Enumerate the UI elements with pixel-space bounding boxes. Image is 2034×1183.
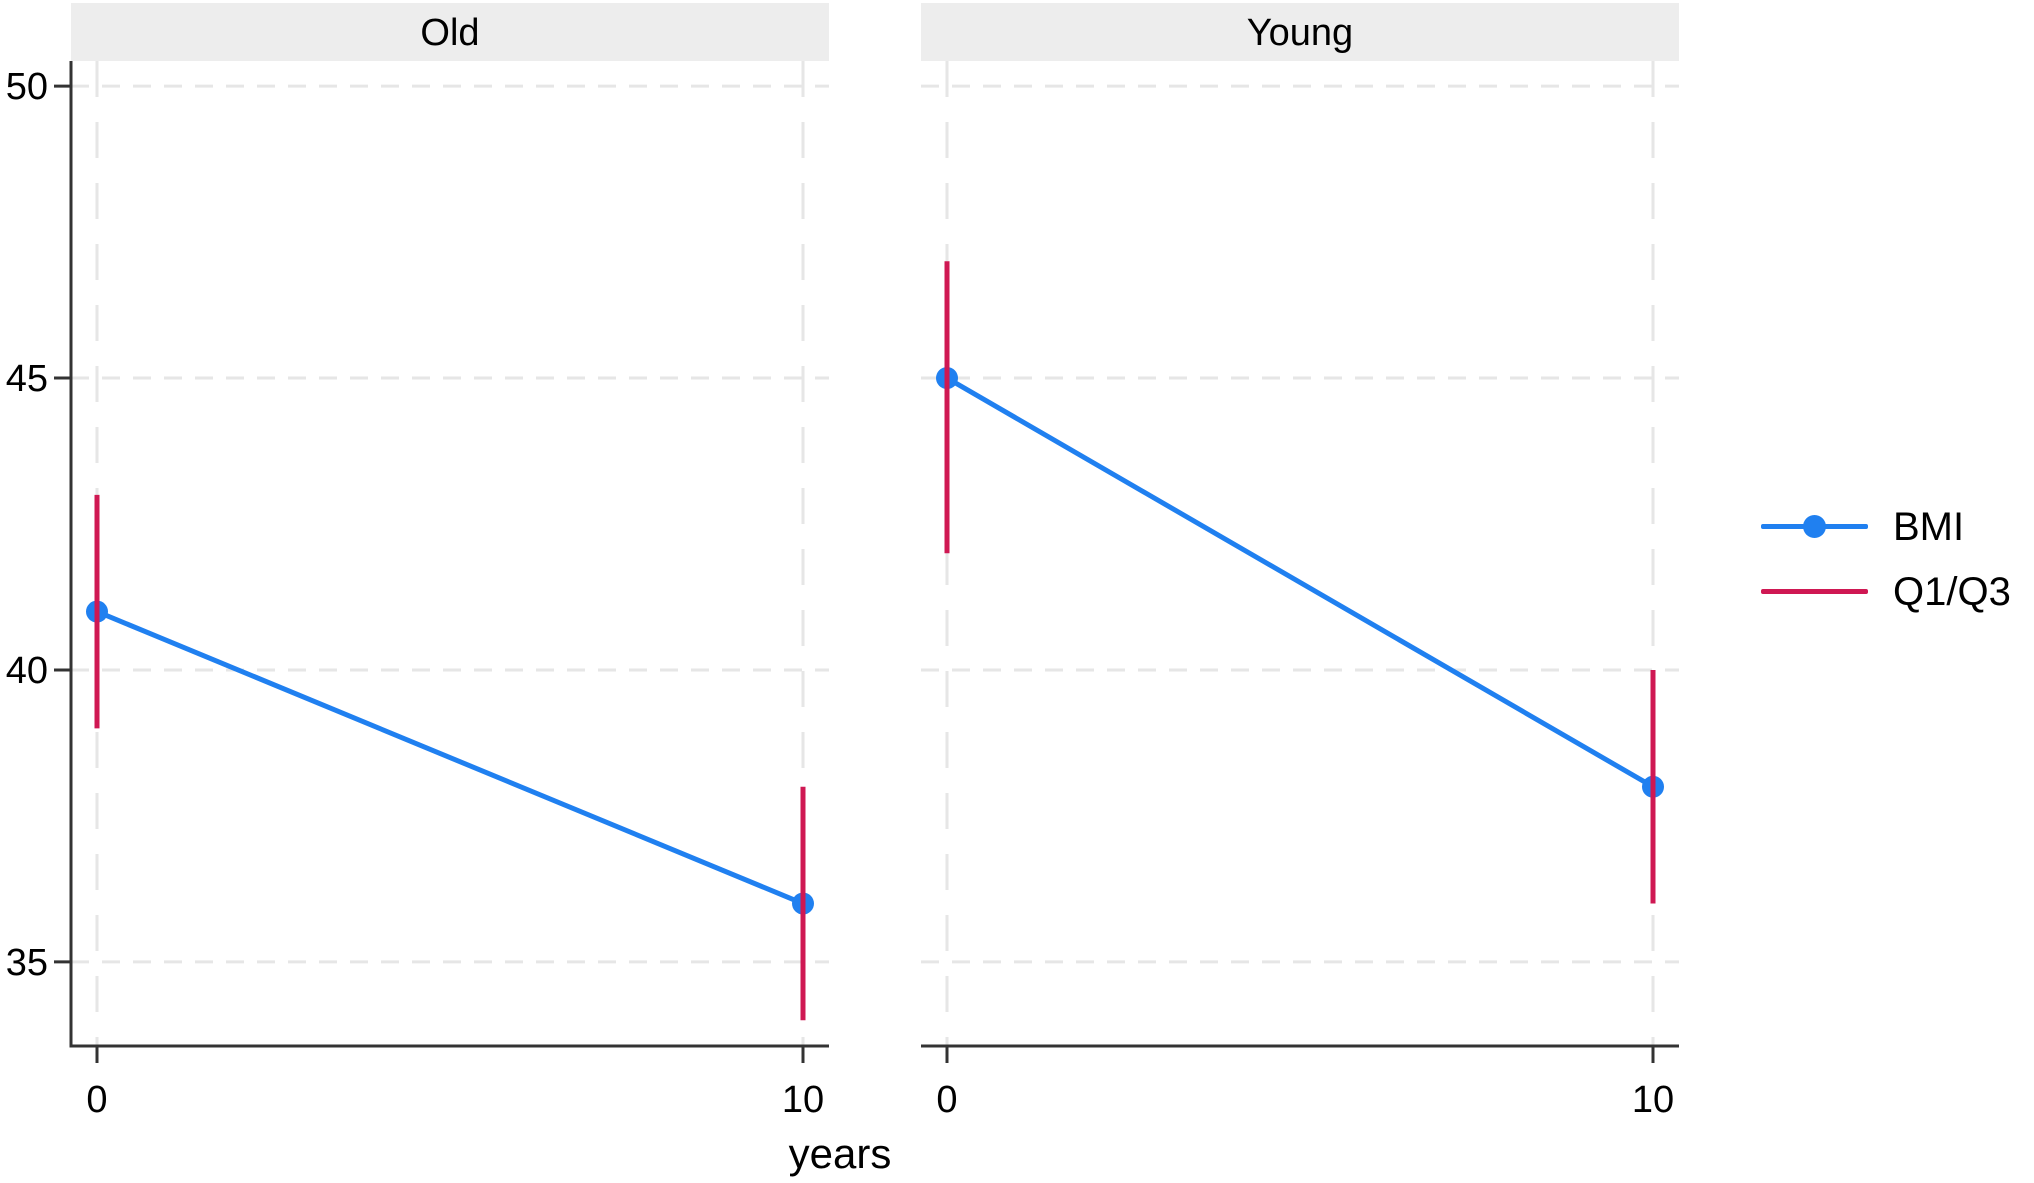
facet-strip-young [921, 3, 1679, 61]
facet-title-young: Young [1247, 12, 1353, 54]
x-tick-label: 10 [782, 1079, 824, 1121]
y-tick-label: 50 [6, 66, 48, 108]
y-tick-label: 40 [6, 650, 48, 692]
x-tick-label: 10 [1632, 1079, 1674, 1121]
legend-label-q1q3: Q1/Q3 [1893, 569, 2011, 614]
bmi-line [945, 375, 1655, 789]
legend-item-bmi: BMI [1761, 494, 2011, 559]
legend-label-bmi: BMI [1893, 504, 1965, 549]
facet-strip-old [71, 3, 829, 61]
x-axis-title: years [789, 1130, 892, 1177]
facet-title-old: Old [420, 12, 479, 54]
y-tick-label: 35 [6, 942, 48, 984]
legend-item-q1q3: Q1/Q3 [1761, 559, 2011, 624]
x-tick-label: 0 [86, 1079, 107, 1121]
bmi-line [96, 609, 804, 906]
x-tick-label: 0 [936, 1079, 957, 1121]
legend: BMI Q1/Q3 [1761, 494, 2011, 624]
y-tick-label: 45 [6, 358, 48, 400]
bmi-line-swatch [1761, 515, 1868, 538]
bmi-marker-dot-icon [1803, 515, 1826, 538]
q1q3-line-swatch [1761, 589, 1868, 594]
